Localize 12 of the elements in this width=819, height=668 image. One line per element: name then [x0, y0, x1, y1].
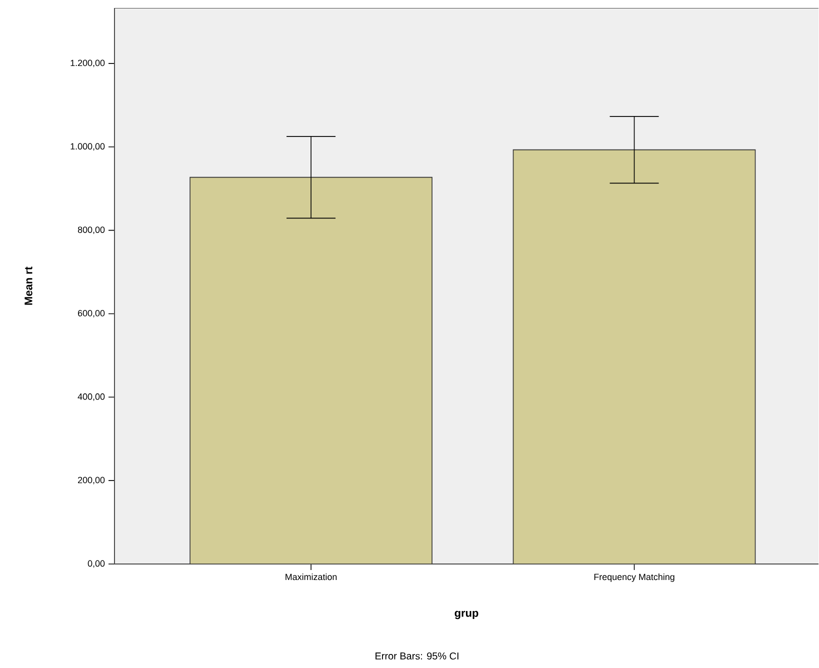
y-tick-label: 0,00 [88, 560, 105, 568]
x-tick-label: Maximization [286, 574, 337, 580]
y-tick-label: 1.000,00 [70, 143, 105, 151]
x-axis-title: grup [454, 610, 478, 620]
x-tick-label: Frequency Matching [594, 574, 674, 582]
y-tick-label: 400,00 [78, 393, 105, 401]
y-tick-label: 600,00 [78, 310, 105, 318]
y-tick-label: 200,00 [78, 476, 105, 484]
y-tick-label: 1.200,00 [70, 60, 105, 68]
y-axis-title: Mean rt [24, 266, 32, 305]
y-tick-label: 800,00 [78, 226, 105, 234]
text: Error Bars: 95% CI [376, 652, 458, 660]
